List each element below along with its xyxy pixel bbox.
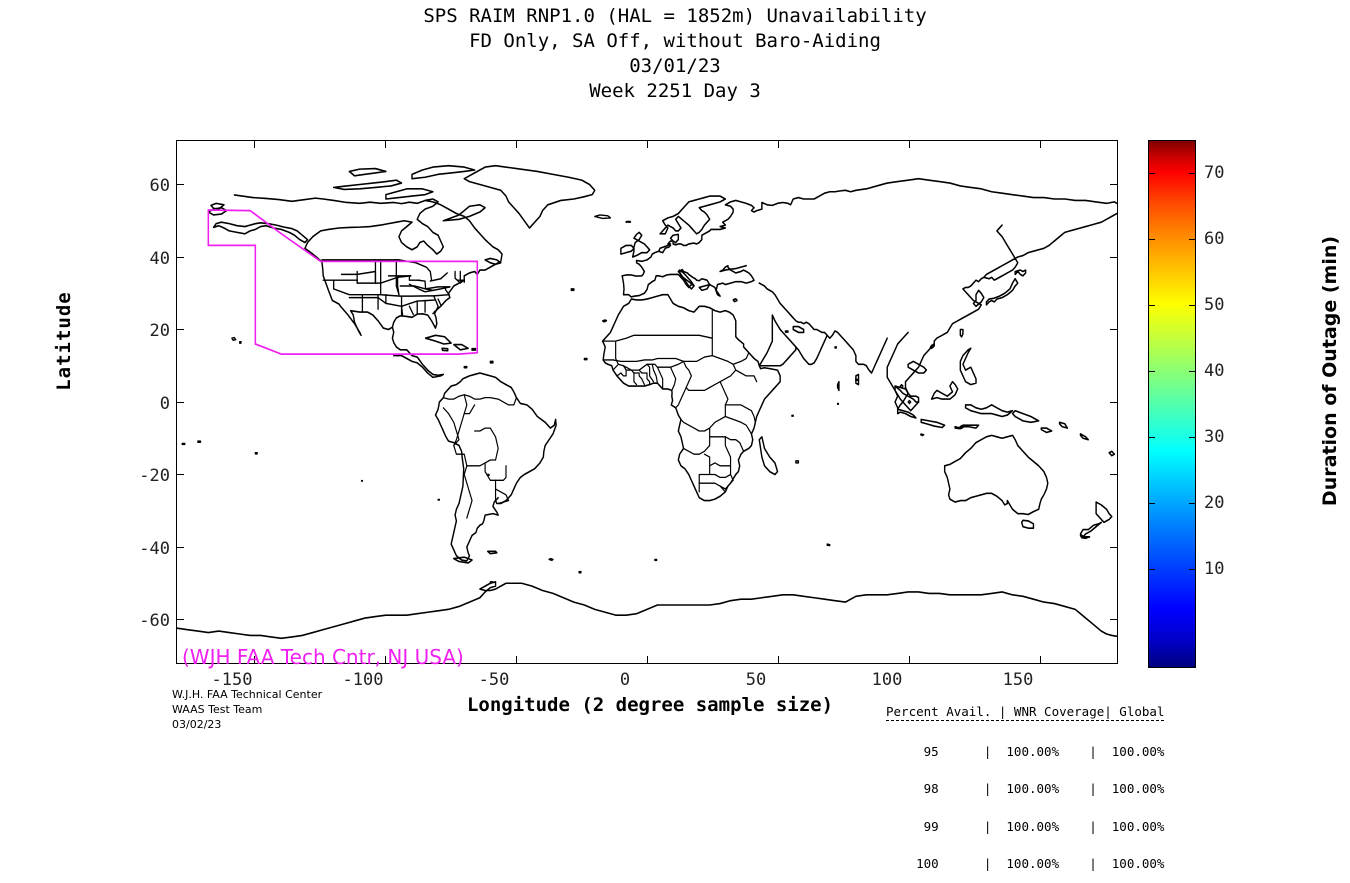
colorbar-tick-70-left — [1148, 173, 1155, 175]
y-tick--40 — [177, 547, 184, 549]
credits-organization: W.J.H. FAA Technical Center — [172, 688, 323, 701]
y-tick-right-60 — [1110, 184, 1117, 186]
colorbar-tick-30-right — [1189, 437, 1196, 439]
colorbar-label-60: 60 — [1204, 229, 1225, 249]
x-tick-label-0: 0 — [619, 670, 631, 690]
x-tick-top-100 — [909, 141, 911, 148]
x-tick-top-0 — [647, 141, 649, 148]
colorbar-tick-50-left — [1148, 305, 1155, 307]
x-tick-top--150 — [254, 141, 256, 148]
x-tick-top--50 — [516, 141, 518, 148]
title-line-2: FD Only, SA Off, without Baro-Aiding — [469, 30, 881, 52]
wnr-coverage-polygon — [207, 209, 479, 356]
x-tick-top-50 — [778, 141, 780, 148]
colorbar-tick-60-left — [1148, 239, 1155, 241]
y-axis-title: Latitude — [53, 291, 75, 391]
x-tick-label-150: 150 — [1002, 670, 1034, 690]
y-tick-right--20 — [1110, 474, 1117, 476]
y-tick-right-40 — [1110, 257, 1117, 259]
y-tick-label-40: 40 — [149, 249, 170, 269]
colorbar-label-50: 50 — [1204, 295, 1225, 315]
colorbar-label-40: 40 — [1204, 361, 1225, 381]
colorbar-tick-70-right — [1189, 173, 1196, 175]
colorbar-label-70: 70 — [1204, 163, 1225, 183]
y-tick-40 — [177, 257, 184, 259]
y-tick--20 — [177, 474, 184, 476]
x-tick-label--150: -150 — [211, 670, 253, 690]
x-tick-label-50: 50 — [745, 670, 767, 690]
x-tick--150 — [254, 656, 256, 663]
stats-table-row-99: 99 | 100.00% | 100.00% — [886, 818, 1165, 834]
credits-block: W.J.H. FAA Technical Center WAAS Test Te… — [172, 687, 322, 732]
world-map-plot[interactable] — [176, 140, 1118, 664]
x-tick--50 — [516, 656, 518, 663]
y-tick-label-20: 20 — [149, 321, 170, 341]
y-tick-0 — [177, 402, 184, 404]
coverage-stats-table: Percent Avail. | WNR Coverage| Global 95… — [886, 681, 1165, 883]
stats-table-row-98: 98 | 100.00% | 100.00% — [886, 781, 1165, 796]
x-tick-label--100: -100 — [342, 670, 384, 690]
y-tick-20 — [177, 329, 184, 331]
x-tick-150 — [1040, 656, 1042, 663]
y-tick-right-20 — [1110, 329, 1117, 331]
x-tick-top-150 — [1040, 141, 1042, 148]
y-tick-60 — [177, 184, 184, 186]
colorbar-label-30: 30 — [1204, 427, 1225, 447]
stats-table-row-100: 100 | 100.00% | 100.00% — [886, 856, 1165, 871]
chart-title-block: SPS RAIM RNP1.0 (HAL = 1852m) Unavailabi… — [0, 4, 1350, 104]
y-tick-label--40: -40 — [139, 539, 170, 559]
colorbar-label-20: 20 — [1204, 493, 1225, 513]
y-tick-label-60: 60 — [149, 176, 170, 196]
map-canvas — [177, 164, 1117, 640]
colorbar-tick-10-right — [1189, 569, 1196, 571]
colorbar-label-10: 10 — [1204, 559, 1225, 579]
colorbar-title: Duration of Outage (min) — [1319, 235, 1341, 507]
colorbar-tick-10-left — [1148, 569, 1155, 571]
x-tick-label-100: 100 — [871, 670, 903, 690]
colorbar-tick-50-right — [1189, 305, 1196, 307]
title-line-3-date: 03/01/23 — [629, 55, 721, 77]
x-tick--100 — [385, 656, 387, 663]
coastlines — [177, 164, 1117, 640]
credits-date: 03/02/23 — [172, 718, 222, 731]
y-tick-right-0 — [1110, 402, 1117, 404]
colorbar-tick-30-left — [1148, 437, 1155, 439]
colorbar-tick-20-right — [1189, 503, 1196, 505]
x-tick-label--50: -50 — [478, 670, 510, 690]
colorbar-tick-20-left — [1148, 503, 1155, 505]
x-axis-title: Longitude (2 degree sample size) — [466, 694, 834, 716]
colorbar-tick-60-right — [1189, 239, 1196, 241]
x-tick-top--100 — [385, 141, 387, 148]
title-line-4-week: Week 2251 Day 3 — [589, 80, 761, 102]
colorbar-tick-40-right — [1189, 371, 1196, 373]
watermark-label: (WJH FAA Tech Cntr, NJ USA) — [182, 645, 464, 669]
y-tick--60 — [177, 619, 184, 621]
colorbar-tick-40-left — [1148, 371, 1155, 373]
x-tick-0 — [647, 656, 649, 663]
x-tick-100 — [909, 656, 911, 663]
y-tick-label--20: -20 — [139, 466, 170, 486]
y-tick-label--60: -60 — [139, 611, 170, 631]
stats-table-row-95: 95 | 100.00% | 100.00% — [886, 743, 1165, 759]
x-tick-50 — [778, 656, 780, 663]
y-tick-right--40 — [1110, 547, 1117, 549]
stats-table-header: Percent Avail. | WNR Coverage| Global — [886, 704, 1165, 721]
colorbar-gradient — [1148, 140, 1196, 668]
y-tick-right--60 — [1110, 619, 1117, 621]
y-tick-label-0: 0 — [159, 394, 170, 414]
title-line-1: SPS RAIM RNP1.0 (HAL = 1852m) Unavailabi… — [423, 5, 927, 27]
credits-team: WAAS Test Team — [172, 703, 263, 716]
